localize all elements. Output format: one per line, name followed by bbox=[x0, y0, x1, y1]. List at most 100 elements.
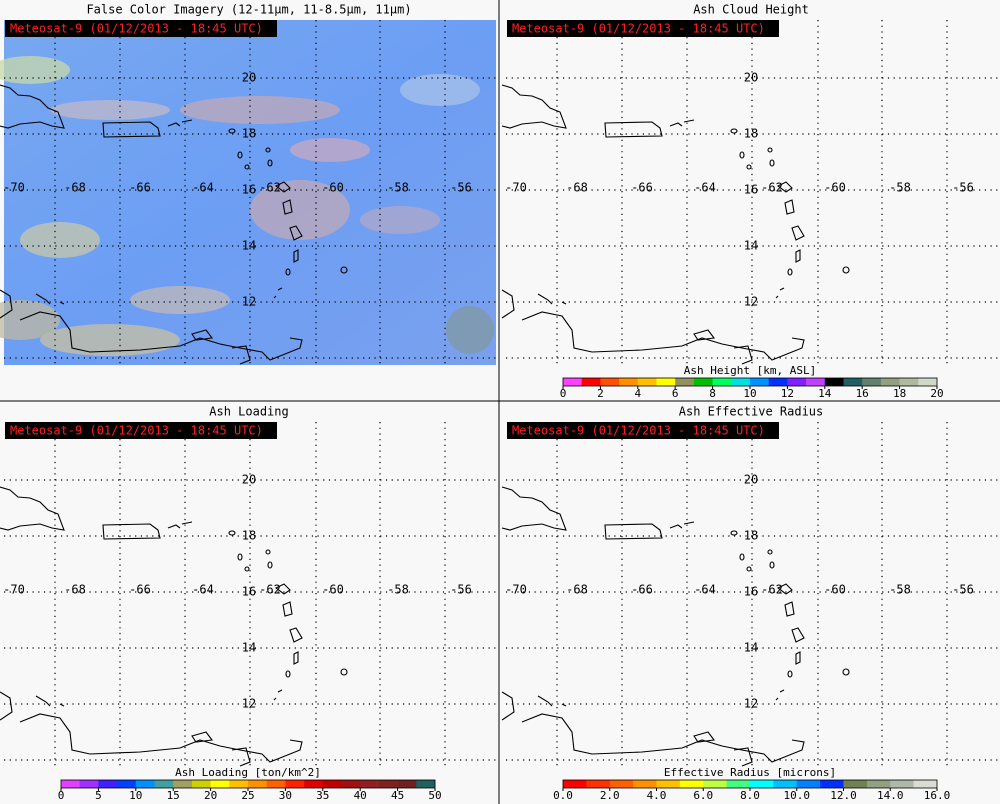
longitude-label: -64 bbox=[694, 181, 716, 195]
colorbar-tick-label: 14.0 bbox=[877, 789, 904, 802]
longitude-label: -68 bbox=[566, 181, 588, 195]
longitude-label: -62 bbox=[259, 583, 281, 597]
map-panel: Ash Cloud Height Meteosat-9 (01/12/2013 -… bbox=[501, 3, 998, 400]
cloud bbox=[20, 222, 100, 258]
colorbar-swatch bbox=[619, 378, 639, 386]
colorbar-swatch bbox=[360, 780, 380, 788]
colorbar-swatch bbox=[918, 378, 938, 386]
longitude-label: -58 bbox=[889, 583, 911, 597]
latitude-label: 20 bbox=[242, 473, 256, 487]
colorbar-swatch bbox=[173, 780, 193, 788]
colorbar-tick-label: 16 bbox=[856, 387, 869, 400]
colorbar-swatch bbox=[378, 780, 398, 788]
longitude-label: -70 bbox=[3, 583, 25, 597]
cloud bbox=[50, 100, 170, 120]
cloud bbox=[180, 96, 340, 124]
longitude-label: -64 bbox=[192, 583, 214, 597]
longitude-label: -58 bbox=[889, 181, 911, 195]
colorbar-tick-label: 10.0 bbox=[784, 789, 811, 802]
stamp-box bbox=[5, 422, 277, 439]
colorbar-swatch bbox=[61, 780, 80, 788]
latitude-label: 18 bbox=[242, 127, 256, 141]
colorbar-tick-label: 4.0 bbox=[647, 789, 667, 802]
colorbar-swatch bbox=[899, 378, 919, 386]
colorbar-swatch bbox=[266, 780, 286, 788]
longitude-label: -56 bbox=[952, 181, 974, 195]
stamp: Meteosat-9 (01/12/2013 - 18:45 UTC) bbox=[512, 424, 765, 438]
colorbar-tick-label: 6.0 bbox=[693, 789, 713, 802]
colorbar-swatch bbox=[656, 378, 676, 386]
colorbar-swatch bbox=[98, 780, 118, 788]
colorbar-tick-label: 16.0 bbox=[924, 789, 951, 802]
latitude-label: 18 bbox=[744, 529, 758, 543]
latitude-label: 16 bbox=[744, 183, 758, 197]
colorbar-swatch bbox=[563, 780, 587, 788]
colorbar-tick-label: 10 bbox=[129, 789, 142, 802]
colorbar-tick-label: 25 bbox=[241, 789, 254, 802]
longitude-label: -56 bbox=[450, 181, 472, 195]
colorbar-swatch bbox=[210, 780, 230, 788]
cloud bbox=[0, 300, 60, 340]
colorbar-swatch bbox=[633, 780, 657, 788]
longitude-label: -60 bbox=[322, 583, 344, 597]
cloud bbox=[0, 56, 70, 84]
cloud bbox=[40, 324, 180, 356]
colorbar-swatch bbox=[726, 780, 751, 788]
longitude-label: -58 bbox=[387, 181, 409, 195]
colorbar-tick-label: 50 bbox=[428, 789, 441, 802]
colorbar-swatch bbox=[796, 780, 821, 788]
colorbar-swatch bbox=[341, 780, 361, 788]
latitude-label: 16 bbox=[242, 183, 256, 197]
map-panel: Ash Effective Radius Meteosat-9 (01/12/20… bbox=[501, 405, 998, 802]
colorbar-swatch bbox=[787, 378, 807, 386]
cloud bbox=[446, 306, 494, 354]
colorbar-swatch bbox=[773, 780, 798, 788]
colorbar-swatch bbox=[750, 378, 769, 386]
colorbar-swatch bbox=[731, 378, 751, 386]
colorbar-swatch bbox=[609, 780, 634, 788]
colorbar-swatch bbox=[229, 780, 249, 788]
colorbar-swatch bbox=[416, 780, 436, 788]
coastline bbox=[0, 486, 348, 767]
latitude-label: 18 bbox=[242, 529, 256, 543]
latitude-label: 20 bbox=[242, 71, 256, 85]
colorbar-swatch bbox=[248, 780, 267, 788]
colorbar-swatch bbox=[843, 780, 868, 788]
longitude-label: -66 bbox=[129, 181, 151, 195]
colorbar-swatch bbox=[693, 378, 713, 386]
colorbar-swatch bbox=[750, 780, 774, 788]
stamp: Meteosat-9 (01/12/2013 - 18:45 UTC) bbox=[10, 424, 263, 438]
latitude-label: 12 bbox=[242, 295, 256, 309]
colorbar-label: Ash Height [km, ASL] bbox=[684, 364, 816, 377]
stamp-box bbox=[507, 20, 779, 37]
latitude-label: 20 bbox=[744, 71, 758, 85]
colorbar-label: Ash Loading [ton/km^2] bbox=[175, 766, 321, 779]
colorbar-swatch bbox=[675, 378, 695, 386]
longitude-label: -60 bbox=[824, 583, 846, 597]
colorbar-tick-label: 45 bbox=[391, 789, 404, 802]
colorbar-tick-label: 15 bbox=[167, 789, 180, 802]
colorbar-swatch bbox=[600, 378, 620, 386]
colorbar-swatch bbox=[703, 780, 727, 788]
latitude-label: 16 bbox=[744, 585, 758, 599]
cloud bbox=[360, 206, 440, 234]
longitude-label: -56 bbox=[952, 583, 974, 597]
longitude-label: -68 bbox=[566, 583, 588, 597]
colorbar-swatch bbox=[322, 780, 342, 788]
longitude-label: -62 bbox=[761, 181, 783, 195]
colorbar-tick-label: 2.0 bbox=[600, 789, 620, 802]
colorbar-swatch bbox=[880, 378, 900, 386]
colorbar-swatch bbox=[679, 780, 704, 788]
longitude-label: -64 bbox=[694, 583, 716, 597]
map-panel: False Color Imagery (12-11µm, 11-8.5µm, … bbox=[0, 3, 496, 365]
colorbar-tick-label: 5 bbox=[95, 789, 102, 802]
colorbar-swatch bbox=[191, 780, 211, 788]
longitude-label: -70 bbox=[505, 181, 527, 195]
longitude-label: -62 bbox=[761, 583, 783, 597]
latitude-label: 14 bbox=[242, 641, 256, 655]
longitude-label: -66 bbox=[631, 181, 653, 195]
colorbar-swatch bbox=[304, 780, 324, 788]
colorbar-swatch bbox=[806, 378, 826, 386]
colorbar-tick-label: 30 bbox=[279, 789, 292, 802]
